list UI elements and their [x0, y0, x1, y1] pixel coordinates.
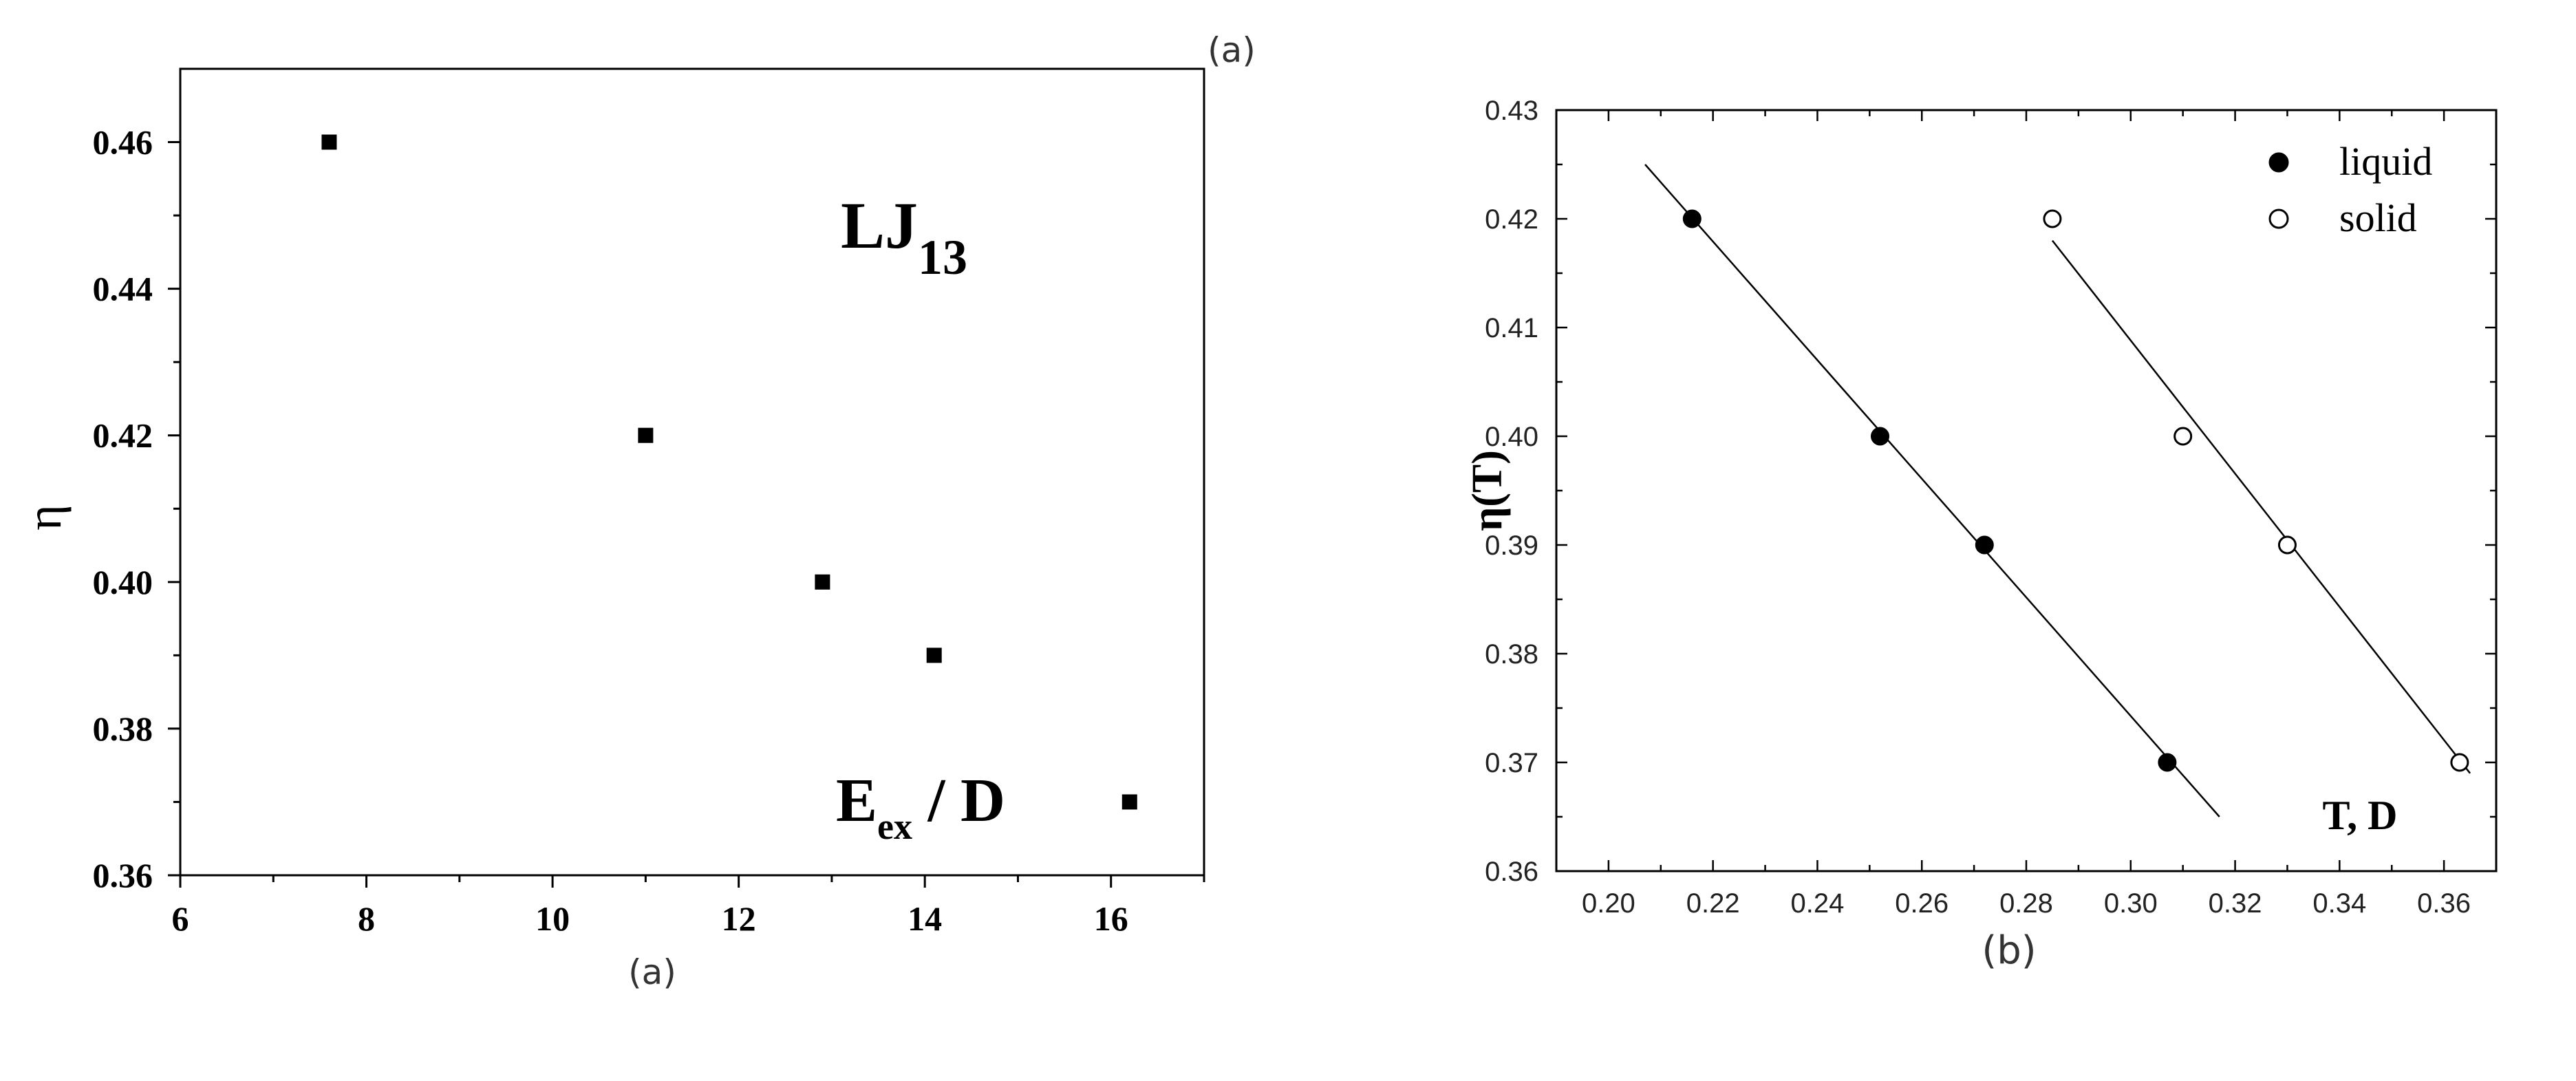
x-label-sub: ex	[877, 806, 912, 847]
data-point-a	[321, 134, 337, 150]
data-point-solid	[2450, 753, 2469, 772]
x-tick-label-a: 10	[535, 899, 570, 938]
data-point-solid	[2043, 209, 2062, 228]
data-points-a	[321, 134, 1137, 810]
data-point-liquid	[1682, 209, 1702, 228]
x-tick-label-b: 0.32	[2209, 888, 2262, 919]
x-tick-labels-b: 0.20 0.22 0.24 0.26 0.28 0.30 0.32 0.34 0.36	[1582, 110, 2471, 919]
y-tick-label-b: 0.39	[1485, 531, 1538, 561]
chart-a: (a) 0.360.380.400.420.440.46 6 8 10 12 14 16 …	[17, 30, 1256, 992]
x-tick-label-b: 0.24	[1791, 888, 1845, 919]
legend-liquid-label: liquid	[2339, 139, 2432, 184]
legend-solid-label: solid	[2339, 195, 2417, 240]
data-point-liquid	[2158, 753, 2177, 772]
x-tick-label-b: 0.20	[1582, 888, 1635, 919]
y-axis-label-b: η(T)	[1464, 450, 1511, 531]
x-tick-label-a: 6	[172, 899, 189, 938]
x-tick-label-b: 0.28	[1999, 888, 2053, 919]
x-tick-label-a: 14	[908, 899, 942, 938]
data-point-liquid	[1975, 535, 1994, 555]
y-tick-label-a: 0.38	[93, 709, 153, 748]
x-tick-label-b: 0.22	[1686, 888, 1740, 919]
x-tick-label-a: 16	[1094, 899, 1128, 938]
y-tick-label-b: 0.41	[1485, 313, 1538, 343]
x-label-rest: / D	[912, 767, 1005, 835]
y-tick-label-b: 0.42	[1485, 204, 1538, 235]
caption-a: (a)	[628, 952, 676, 992]
x-tick-label-a: 12	[722, 899, 756, 938]
x-tick-labels-a: 6 8 10 12 14 16	[172, 875, 1205, 938]
data-point-solid	[2277, 535, 2297, 555]
y-tick-label-b: 0.43	[1485, 96, 1538, 126]
x-tick-label-a: 8	[358, 899, 375, 938]
x-tick-label-b: 0.30	[2104, 888, 2158, 919]
annotation-main: LJ	[841, 189, 918, 262]
data-points-b	[1682, 209, 2469, 772]
y-tick-label-b: 0.37	[1485, 748, 1538, 778]
legend-solid-marker	[2268, 208, 2289, 229]
legend: liquid solid	[2268, 139, 2432, 240]
data-point-liquid	[1871, 427, 1890, 446]
fit-lines-b	[1644, 164, 2471, 817]
data-point-a	[815, 574, 830, 590]
caption-b: (b)	[1982, 928, 2036, 973]
x-tick-label-b: 0.34	[2312, 888, 2366, 919]
x-tick-label-b: 0.36	[2417, 888, 2471, 919]
y-tick-label-a: 0.42	[93, 416, 153, 455]
fit-line-solid	[2051, 239, 2471, 774]
y-tick-label-a: 0.36	[93, 856, 153, 895]
x-label-main: E	[836, 767, 877, 835]
legend-liquid-marker	[2268, 152, 2289, 173]
y-tick-labels-a: 0.36 0.38 0.40 0.42 0.44 0.46	[93, 123, 180, 895]
plot-frame-a	[179, 67, 1205, 877]
data-point-a	[926, 647, 942, 663]
data-point-solid	[2174, 427, 2193, 446]
corner-label: (a)	[1208, 30, 1256, 70]
y-tick-label-a: 0.46	[93, 123, 153, 162]
data-point-a	[638, 427, 654, 443]
y-tick-label-a: 0.44	[93, 270, 153, 308]
x-tick-label-b: 0.26	[1895, 888, 1949, 919]
y-tick-label-a: 0.40	[93, 563, 153, 601]
x-axis-label-a: Eex / D	[836, 767, 1005, 847]
y-axis-label-a: η	[17, 504, 72, 531]
y-tick-label-b: 0.38	[1485, 639, 1538, 670]
annotation-sub: 13	[918, 230, 967, 285]
y-tick-label-b: 0.36	[1485, 857, 1538, 887]
x-axis-label-b: T, D	[2323, 793, 2398, 838]
fit-line-liquid	[1644, 164, 2220, 817]
y-tick-label-b: 0.40	[1485, 422, 1538, 452]
y-tick-labels-b: 0.36 0.37 0.38 0.39 0.40 0.41 0.42 0.43	[1485, 96, 2496, 887]
data-point-a	[1121, 794, 1137, 810]
annotation-lj13: LJ13	[841, 189, 967, 285]
